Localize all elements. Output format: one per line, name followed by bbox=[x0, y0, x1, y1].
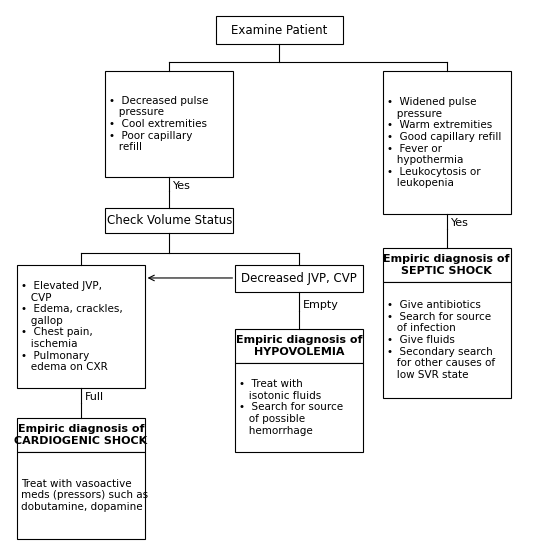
Text: •  Decreased pulse
   pressure
•  Cool extremities
•  Poor capillary
   refill: • Decreased pulse pressure • Cool extrem… bbox=[109, 96, 209, 152]
Bar bbox=[235, 363, 363, 452]
Bar bbox=[383, 71, 511, 214]
Bar bbox=[105, 71, 233, 176]
Bar bbox=[105, 208, 233, 233]
Text: Full: Full bbox=[85, 392, 104, 402]
Text: Yes: Yes bbox=[451, 218, 468, 228]
Bar bbox=[383, 248, 511, 282]
Text: Treat with vasoactive
meds (pressors) such as
dobutamine, dopamine: Treat with vasoactive meds (pressors) su… bbox=[21, 479, 148, 512]
Bar bbox=[17, 452, 145, 539]
Bar bbox=[215, 16, 343, 44]
Text: Decreased JVP, CVP: Decreased JVP, CVP bbox=[241, 272, 357, 285]
Bar bbox=[235, 329, 363, 363]
Text: Examine Patient: Examine Patient bbox=[231, 24, 328, 36]
Text: Empiric diagnosis of
HYPOVOLEMIA: Empiric diagnosis of HYPOVOLEMIA bbox=[236, 335, 363, 357]
Text: •  Treat with
   isotonic fluids
•  Search for source
   of possible
   hemorrha: • Treat with isotonic fluids • Search fo… bbox=[239, 379, 343, 436]
Text: Empty: Empty bbox=[303, 300, 339, 310]
Text: Empiric diagnosis of
SEPTIC SHOCK: Empiric diagnosis of SEPTIC SHOCK bbox=[383, 254, 510, 276]
Text: •  Widened pulse
   pressure
•  Warm extremities
•  Good capillary refill
•  Fev: • Widened pulse pressure • Warm extremit… bbox=[387, 97, 501, 189]
Text: Yes: Yes bbox=[173, 180, 191, 190]
Bar bbox=[17, 418, 145, 452]
Bar bbox=[235, 265, 363, 292]
Text: •  Give antibiotics
•  Search for source
   of infection
•  Give fluids
•  Secon: • Give antibiotics • Search for source o… bbox=[387, 300, 495, 380]
Text: •  Elevated JVP,
   CVP
•  Edema, crackles,
   gallop
•  Chest pain,
   ischemia: • Elevated JVP, CVP • Edema, crackles, g… bbox=[21, 281, 122, 372]
Bar bbox=[17, 265, 145, 388]
Bar bbox=[383, 282, 511, 398]
Text: Check Volume Status: Check Volume Status bbox=[107, 214, 232, 227]
Text: Empiric diagnosis of
CARDIOGENIC SHOCK: Empiric diagnosis of CARDIOGENIC SHOCK bbox=[14, 424, 147, 446]
